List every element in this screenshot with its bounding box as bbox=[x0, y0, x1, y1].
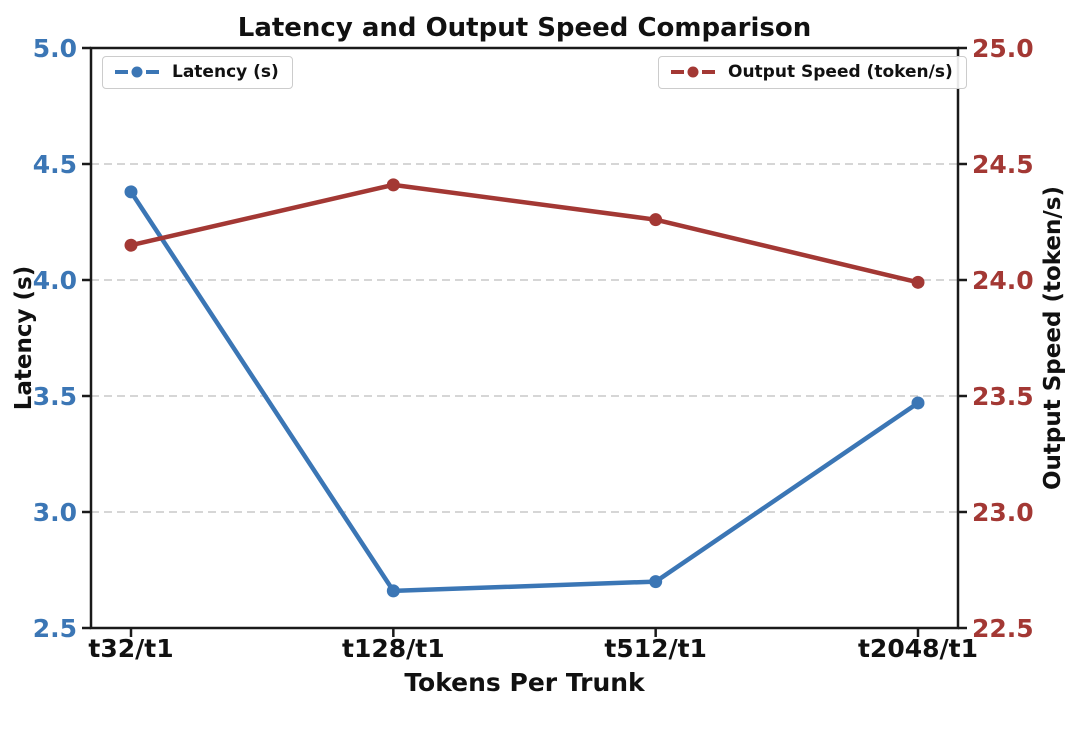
left-y-tick-label: 2.5 bbox=[32, 614, 77, 643]
left-y-tick-label: 4.5 bbox=[32, 150, 77, 179]
x-tick-label: t128/t1 bbox=[342, 634, 445, 663]
left-y-tick-label: 3.0 bbox=[32, 498, 77, 527]
series-marker-0-0 bbox=[124, 185, 138, 199]
output-speed-line-swatch-icon bbox=[671, 66, 715, 78]
right-y-tick-label: 24.5 bbox=[972, 150, 1034, 179]
latency-line-swatch-icon bbox=[115, 66, 159, 78]
right-y-tick-label: 25.0 bbox=[972, 34, 1034, 63]
right-y-tick-label: 23.5 bbox=[972, 382, 1034, 411]
right-y-tick-label: 23.0 bbox=[972, 498, 1034, 527]
series-marker-0-3 bbox=[911, 396, 925, 410]
series-line-1 bbox=[128, 182, 921, 285]
legend-latency-label: Latency (s) bbox=[172, 62, 279, 82]
right-y-axis-label: Output Speed (token/s) bbox=[1040, 185, 1066, 491]
series-marker-1-2 bbox=[649, 213, 663, 227]
series-marker-0-1 bbox=[386, 584, 400, 598]
plot-spines bbox=[89, 46, 960, 630]
right-y-tick-label: 22.5 bbox=[972, 614, 1034, 643]
left-y-tick-label: 5.0 bbox=[32, 34, 77, 63]
right-y-tick-label: 24.0 bbox=[972, 266, 1034, 295]
x-tick-label: t512/t1 bbox=[604, 634, 707, 663]
legend-output-speed: Output Speed (token/s) bbox=[658, 56, 967, 89]
legend-output-speed-label: Output Speed (token/s) bbox=[728, 62, 953, 82]
x-axis-label: Tokens Per Trunk bbox=[404, 668, 645, 697]
series-marker-0-2 bbox=[649, 575, 663, 589]
chart-title: Latency and Output Speed Comparison bbox=[237, 13, 812, 43]
left-y-tick-label: 4.0 bbox=[32, 266, 77, 295]
x-tick-label: t32/t1 bbox=[88, 634, 174, 663]
legend-latency: Latency (s) bbox=[102, 56, 293, 89]
series-marker-1-1 bbox=[386, 178, 400, 192]
left-y-tick-label: 3.5 bbox=[32, 382, 77, 411]
series-line-0 bbox=[128, 189, 921, 594]
x-tick-label: t2048/t1 bbox=[857, 634, 978, 663]
series-marker-1-0 bbox=[124, 238, 138, 252]
series-marker-1-3 bbox=[911, 275, 925, 289]
